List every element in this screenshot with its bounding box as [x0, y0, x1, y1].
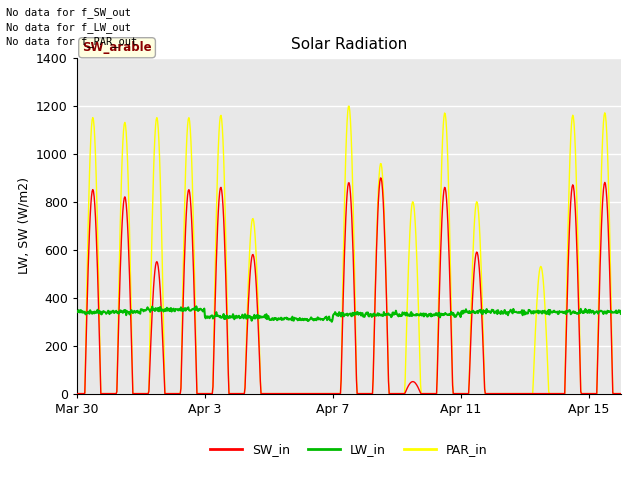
Text: SW_arable: SW_arable [82, 41, 152, 54]
Title: Solar Radiation: Solar Radiation [291, 37, 407, 52]
Text: No data for f_SW_out: No data for f_SW_out [6, 7, 131, 18]
Text: No data for f_PAR_out: No data for f_PAR_out [6, 36, 138, 47]
Y-axis label: LW, SW (W/m2): LW, SW (W/m2) [17, 177, 30, 274]
Legend: SW_in, LW_in, PAR_in: SW_in, LW_in, PAR_in [205, 438, 492, 461]
Text: No data for f_LW_out: No data for f_LW_out [6, 22, 131, 33]
